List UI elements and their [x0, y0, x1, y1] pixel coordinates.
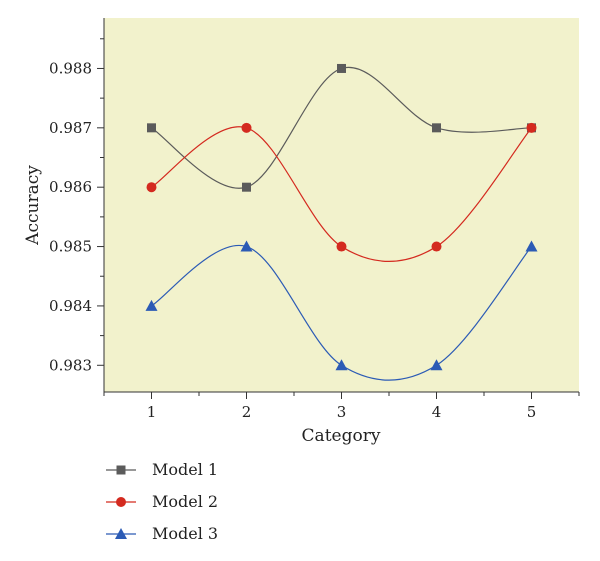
data-point-model-2 — [526, 122, 537, 133]
y-tick-label: 0.988 — [49, 59, 92, 77]
legend-label-model-2: Model 2 — [152, 492, 218, 511]
series-group — [145, 63, 538, 381]
x-tick-label: 2 — [242, 403, 252, 421]
x-axis-title: Category — [302, 426, 381, 446]
data-point-model-2 — [336, 241, 347, 252]
legend-marker-model-1 — [116, 465, 126, 475]
plot-background — [104, 18, 579, 392]
data-point-model-2 — [241, 122, 252, 133]
legend-marker-model-3 — [115, 528, 127, 539]
series-line-model-1 — [151, 66, 532, 189]
data-point-model-3 — [335, 359, 348, 371]
data-point-model-2 — [431, 241, 442, 252]
data-point-model-1 — [147, 123, 156, 133]
data-point-model-3 — [430, 359, 443, 371]
legend-marker-model-2 — [116, 497, 126, 507]
data-point-model-1 — [337, 63, 346, 73]
data-point-model-3 — [240, 240, 253, 252]
x-tick-label: 5 — [527, 403, 537, 421]
legend-label-model-3: Model 3 — [152, 524, 218, 543]
legend: Model 1 Model 2 Model 3 — [106, 460, 218, 543]
y-axis-title: Accuracy — [23, 165, 43, 246]
data-point-model-3 — [145, 299, 158, 311]
data-point-model-3 — [525, 240, 538, 252]
y-tick-label: 0.985 — [49, 238, 92, 256]
data-point-model-1 — [432, 123, 441, 133]
y-tick-label: 0.984 — [49, 297, 92, 315]
y-tick-label: 0.983 — [49, 356, 92, 374]
data-point-model-1 — [242, 182, 251, 192]
x-tick-label: 3 — [337, 403, 347, 421]
x-tick-label: 1 — [147, 403, 157, 421]
y-tick-label: 0.987 — [49, 119, 92, 137]
y-tick-label: 0.986 — [49, 178, 92, 196]
x-tick-label: 4 — [432, 403, 442, 421]
data-point-model-2 — [146, 182, 157, 193]
legend-label-model-1: Model 1 — [152, 460, 218, 479]
axis-ticks: 1 2 3 4 5 0.983 0.984 0.985 0.986 0.987 0.988 — [49, 38, 580, 421]
